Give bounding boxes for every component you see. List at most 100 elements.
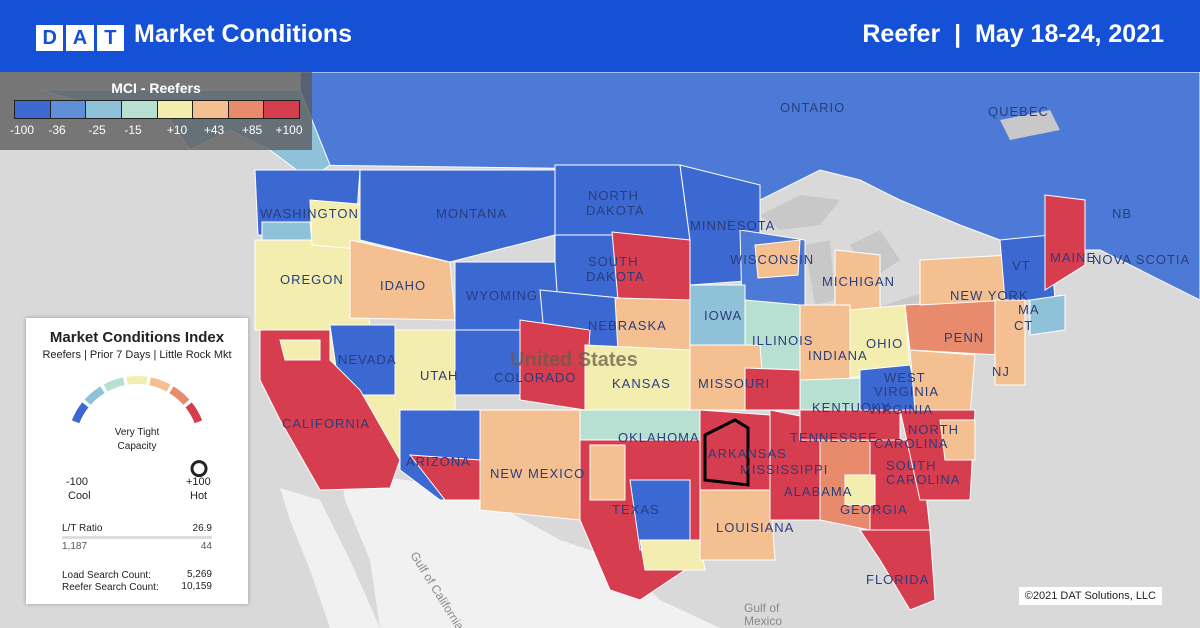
gauge-max-value: +100 — [186, 476, 211, 488]
label-nova-scotia: NOVA SCOTIA — [1092, 252, 1190, 267]
label-michigan: MICHIGAN — [822, 274, 895, 289]
label-ct: CT — [1014, 318, 1033, 333]
dat-logo: D A T — [36, 25, 124, 51]
gauge-min-value: -100 — [66, 476, 89, 488]
gauge-arc-segment — [71, 402, 89, 424]
atlanta-region — [844, 474, 876, 506]
load-search-value: 5,269 — [186, 569, 212, 580]
hudson-water — [1000, 110, 1060, 140]
panel-subtitle: Reefers | Prior 7 Days | Little Rock Mkt — [42, 349, 232, 361]
baja-land — [280, 488, 380, 628]
label-oregon: OREGON — [280, 272, 344, 287]
label-utah: UTAH — [420, 368, 458, 383]
montana-region — [359, 169, 556, 263]
lake-michigan — [805, 240, 835, 305]
reefer-search-label: Reefer Search Count: — [62, 582, 159, 593]
legend-tick: +85 — [241, 123, 263, 137]
mci-legend: MCI - Reefers -100 -36 -25 -15 +10 +43 +… — [0, 72, 312, 150]
label-nj: NJ — [992, 364, 1010, 379]
legend-tick: +10 — [166, 123, 188, 137]
legend-tick: -15 — [124, 123, 142, 137]
label-kansas: KANSAS — [612, 376, 671, 391]
label-wisconsin: WISCONSIN — [730, 252, 814, 267]
gauge-arc-segment — [103, 377, 125, 392]
label-wyoming: WYOMING — [466, 288, 538, 303]
maine-region — [1044, 194, 1086, 291]
legend-color-bar — [14, 100, 300, 119]
gauge-arc-segment — [169, 386, 190, 406]
label-idaho: IDAHO — [380, 278, 426, 293]
label-ontario: ONTARIO — [780, 100, 845, 115]
legend-title: MCI - Reefers — [111, 80, 201, 96]
label-maine: MAINE — [1050, 250, 1096, 265]
label-north-dakota-2: DAKOTA — [586, 203, 645, 218]
legend-swatch — [264, 101, 299, 118]
legend-swatch — [193, 101, 229, 118]
legend-tick: +100 — [275, 123, 303, 137]
label-california: CALIFORNIA — [282, 416, 370, 431]
gauge-arc-segment — [84, 386, 105, 406]
label-minnesota: MINNESOTA — [690, 218, 775, 233]
label-south-dakota-2: DAKOTA — [586, 269, 645, 284]
load-search-label: Load Search Count: — [62, 570, 151, 581]
legend-swatch — [157, 101, 194, 118]
label-montana: MONTANA — [436, 206, 507, 221]
florida-region — [859, 529, 936, 611]
label-ma: MA — [1018, 302, 1040, 317]
label-nebraska: NEBRASKA — [588, 318, 667, 333]
label-georgia: GEORGIA — [840, 502, 908, 517]
label-washington: WASHINGTON — [260, 206, 359, 221]
mci-gauge: Very Tight Capacity — [71, 376, 208, 478]
gauge-label-line1: Very Tight — [115, 427, 160, 438]
lt-right-value: 44 — [200, 541, 212, 552]
label-west-virginia-2: VIRGINIA — [874, 384, 939, 399]
gauge-arc-segment — [126, 376, 148, 385]
label-missouri: MISSOURI — [698, 376, 770, 391]
lt-ratio-bar — [62, 536, 212, 539]
new-mexico-region — [479, 409, 581, 521]
label-alabama: ALABAMA — [784, 484, 852, 499]
reefer-search-value: 10,159 — [181, 581, 212, 592]
little-rock-market-outline — [703, 418, 750, 487]
label-indiana: INDIANA — [808, 348, 868, 363]
gauge-arcs — [71, 376, 203, 424]
gauge-arc-segment — [149, 377, 171, 392]
label-arkansas: ARKANSAS — [708, 446, 787, 461]
gauge-indicator — [190, 460, 208, 478]
label-vt: VT — [1012, 258, 1031, 273]
logo-letter-d: D — [36, 25, 64, 51]
legend-swatch — [228, 101, 265, 118]
label-gulf-of-mexico-2: Mexico — [744, 614, 782, 628]
label-south-dakota-1: SOUTH — [588, 254, 639, 269]
lt-left-value: 1,187 — [62, 541, 88, 552]
header-bar: D A T Market Conditions Reefer | May 18-… — [0, 0, 1200, 72]
california-region — [259, 329, 401, 491]
label-tennessee: TENNESSEE — [790, 430, 878, 445]
label-arizona: ARIZONA — [406, 454, 471, 469]
label-nevada: NEVADA — [338, 352, 397, 367]
gauge-max-label: Hot — [190, 490, 208, 502]
legend-tick: +43 — [203, 123, 225, 137]
label-ohio: OHIO — [866, 336, 903, 351]
label-texas: TEXAS — [612, 502, 660, 517]
gauge-arc-segment — [185, 402, 203, 424]
label-new-york: NEW YORK — [950, 288, 1029, 303]
label-mississippi: MISSISSIPPI — [740, 462, 828, 477]
mci-info-panel: Market Conditions Index Reefers | Prior … — [26, 318, 248, 604]
massachusetts-region — [1029, 294, 1066, 336]
label-louisiana: LOUISIANA — [716, 520, 794, 535]
label-illinois: ILLINOIS — [752, 333, 813, 348]
label-west-virginia-1: WEST — [884, 370, 926, 385]
label-north-dakota-1: NORTH — [588, 188, 639, 203]
louisiana-region — [699, 489, 776, 561]
label-florida: FLORIDA — [866, 572, 929, 587]
new-jersey-region — [994, 299, 1026, 386]
legend-swatch — [121, 101, 158, 118]
equipment-date-title: Reefer | May 18-24, 2021 — [862, 20, 1164, 48]
pennsylvania-region — [904, 299, 1001, 356]
label-gulf-of-mexico-1: Gulf of — [744, 601, 780, 615]
texas-panhandle-region — [589, 444, 626, 501]
label-oklahoma: OKLAHOMA — [618, 430, 700, 445]
logo-letter-t: T — [96, 25, 124, 51]
legend-swatch — [50, 101, 87, 118]
